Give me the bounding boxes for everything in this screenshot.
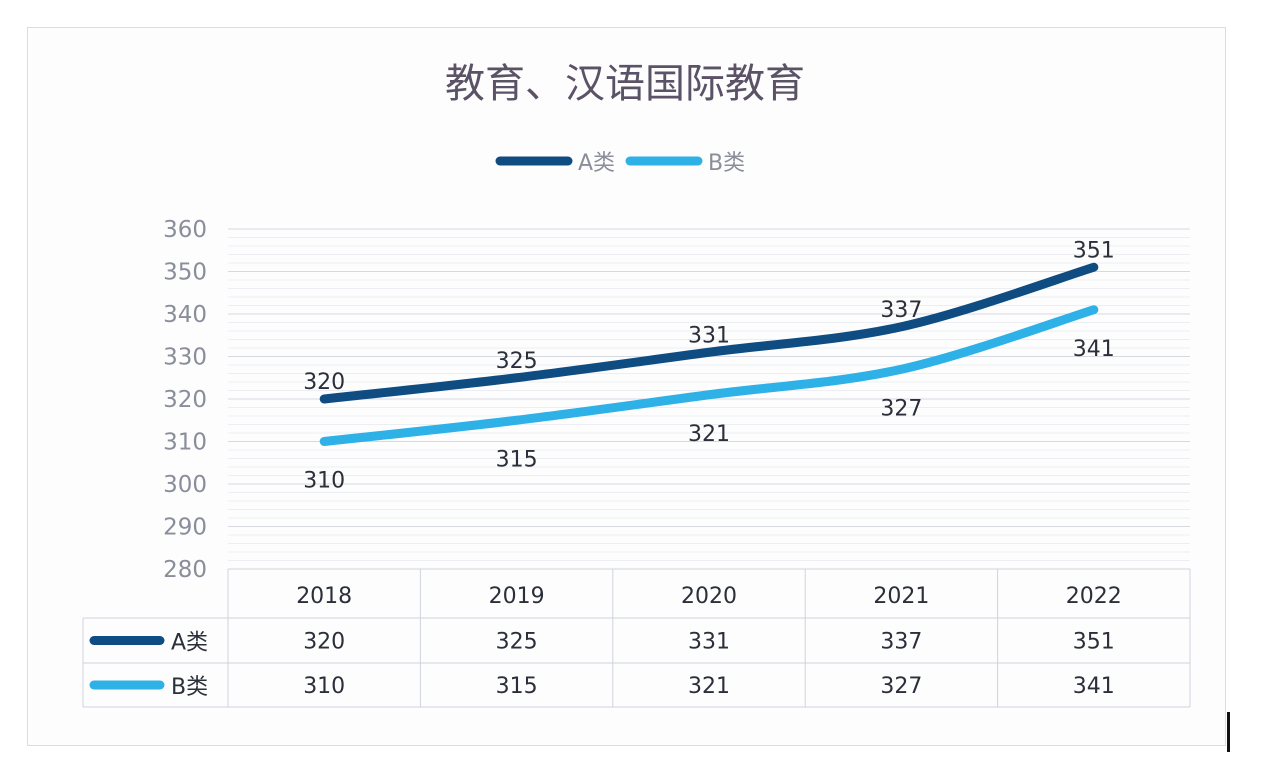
- data-label: 310: [303, 469, 345, 494]
- table-cell: 320: [303, 630, 345, 655]
- grid-lines: [228, 228, 1190, 570]
- table-cell: 327: [880, 674, 922, 699]
- data-table: 2018 2019 2020 2021 2022 A类 320 325 331 337 351 B类 3…: [82, 568, 1191, 708]
- y-tick-label: 280: [163, 557, 207, 583]
- y-tick-label: 330: [163, 345, 207, 371]
- data-label: 331: [688, 323, 730, 348]
- x-category-label: 2021: [873, 584, 929, 609]
- chart-legend: A类 B类: [495, 151, 745, 176]
- series-lines: [319, 262, 1099, 446]
- data-label: 327: [880, 396, 922, 421]
- x-category-label: 2018: [296, 584, 352, 609]
- y-tick-label: 350: [163, 260, 207, 286]
- y-axis: 280 290 300 310 320 330 340 350 360: [163, 217, 207, 583]
- data-label: 321: [688, 422, 730, 447]
- text-cursor: [1227, 712, 1230, 752]
- table-cell: 325: [496, 630, 538, 655]
- x-category-label: 2019: [489, 584, 545, 609]
- data-label: 337: [880, 298, 922, 323]
- table-cell: 321: [688, 674, 730, 699]
- table-series-label: A类: [171, 631, 208, 656]
- y-tick-label: 360: [163, 217, 207, 243]
- x-category-label: 2022: [1066, 584, 1122, 609]
- x-category-label: 2020: [681, 584, 737, 609]
- data-label: 315: [496, 447, 538, 472]
- chart-title: 教育、汉语国际教育: [445, 61, 805, 107]
- data-label: 320: [303, 370, 345, 395]
- table-cell: 331: [688, 630, 730, 655]
- table-cell: 315: [496, 674, 538, 699]
- y-tick-label: 290: [163, 515, 207, 541]
- table-series-label: B类: [171, 675, 208, 700]
- data-labels: 320 325 331 337 351 310 315 321 327 341: [303, 238, 1115, 493]
- y-tick-label: 300: [163, 472, 207, 498]
- legend-label: B类: [708, 151, 745, 176]
- table-cell: 341: [1073, 674, 1115, 699]
- chart-frame: [27, 27, 1226, 746]
- table-cell: 337: [880, 630, 922, 655]
- data-label: 341: [1073, 337, 1115, 362]
- table-cell: 351: [1073, 630, 1115, 655]
- legend-label: A类: [578, 151, 615, 176]
- table-cell: 310: [303, 674, 345, 699]
- data-label: 325: [496, 349, 538, 374]
- y-tick-label: 340: [163, 302, 207, 328]
- y-tick-label: 320: [163, 387, 207, 413]
- y-tick-label: 310: [163, 430, 207, 456]
- data-label: 351: [1073, 238, 1115, 263]
